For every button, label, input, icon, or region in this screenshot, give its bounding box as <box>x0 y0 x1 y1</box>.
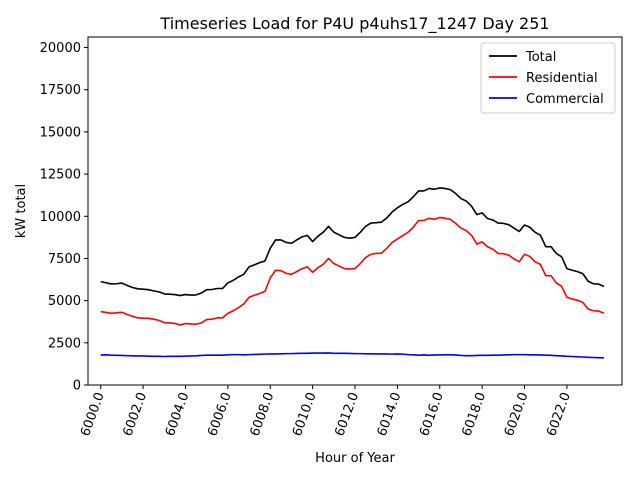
y-tick-label: 5000 <box>48 294 81 309</box>
legend-label-commercial: Commercial <box>526 92 604 107</box>
y-tick-label: 20000 <box>40 41 81 56</box>
y-tick-label: 7500 <box>48 252 81 267</box>
legend: Total Residential Commercial <box>480 42 616 114</box>
y-axis-label: kW total <box>14 184 29 238</box>
y-tick-label: 15000 <box>40 125 81 140</box>
y-tick-label: 10000 <box>40 210 81 225</box>
legend-label-total: Total <box>525 50 556 65</box>
y-tick-label: 17500 <box>40 83 81 98</box>
legend-box <box>480 42 616 114</box>
series-line-commercial <box>100 352 605 359</box>
y-axis: 0 2500 5000 7500 10000 12500 15000 17500 20000 <box>40 41 88 394</box>
plot-area <box>87 36 623 386</box>
series-line-residential <box>100 216 605 326</box>
series-layer <box>100 187 605 359</box>
y-tick-label: 2500 <box>48 336 81 351</box>
y-tick-label: 12500 <box>40 168 81 183</box>
x-axis-label: Hour of Year <box>315 451 395 466</box>
legend-label-residential: Residential <box>526 71 598 86</box>
y-tick-label: 0 <box>73 379 81 394</box>
chart-title: Timeseries Load for P4U p4uhs17_1247 Day… <box>159 14 549 34</box>
series-line-total <box>100 187 605 297</box>
